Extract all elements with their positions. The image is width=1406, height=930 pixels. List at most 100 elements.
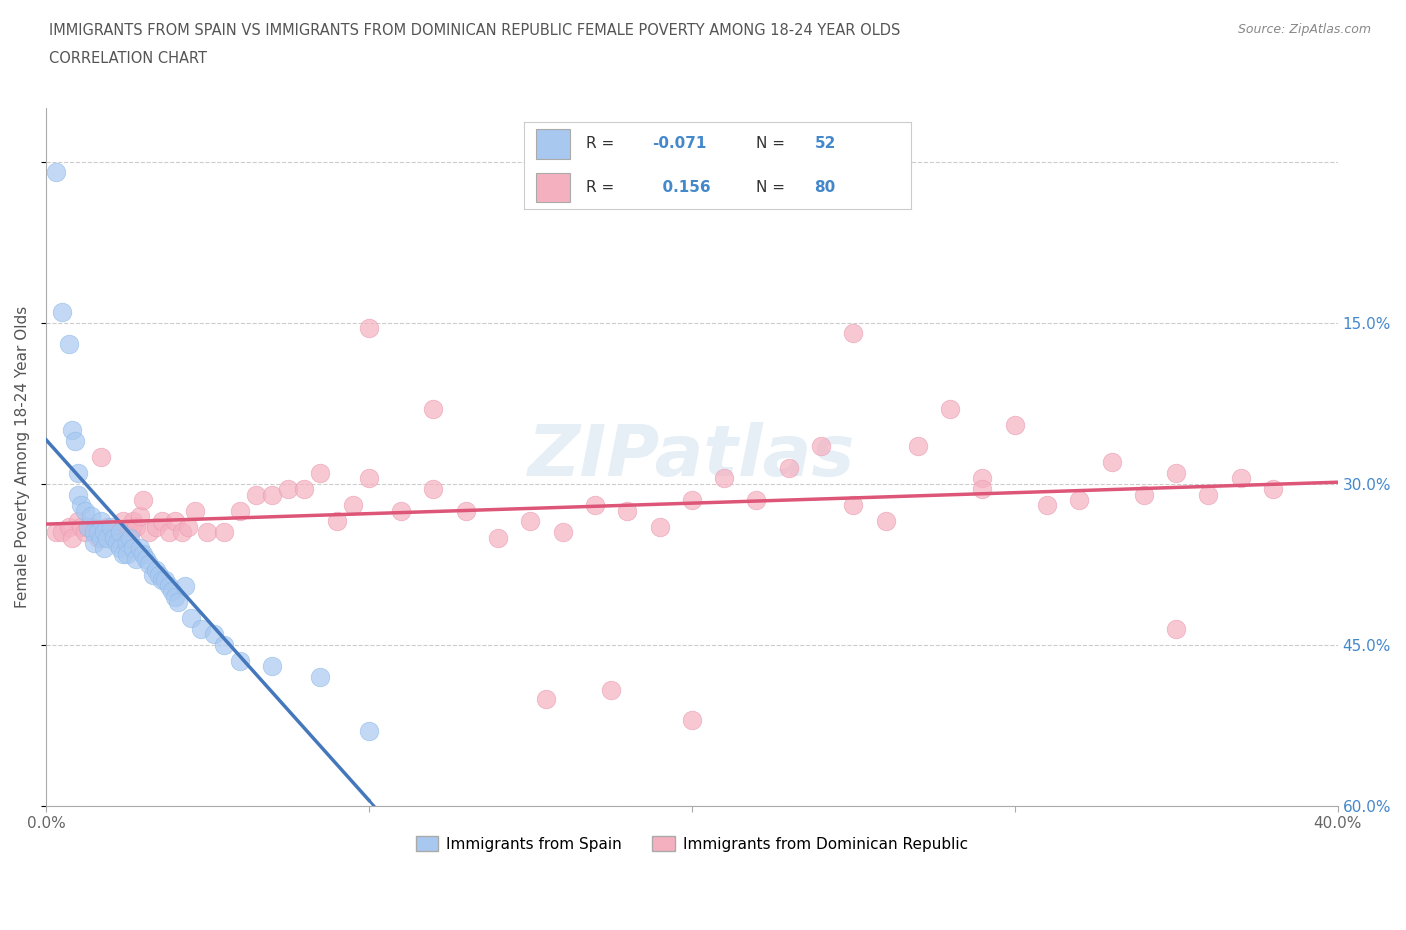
Y-axis label: Female Poverty Among 18-24 Year Olds: Female Poverty Among 18-24 Year Olds bbox=[15, 306, 30, 608]
Point bbox=[118, 530, 141, 545]
Point bbox=[45, 165, 67, 179]
Point bbox=[342, 498, 364, 512]
Point bbox=[100, 525, 122, 539]
Point bbox=[681, 493, 703, 508]
Point bbox=[778, 460, 800, 475]
Point bbox=[96, 519, 118, 534]
Point bbox=[83, 525, 105, 539]
Point bbox=[616, 503, 638, 518]
Point bbox=[118, 525, 141, 539]
Point bbox=[1261, 482, 1284, 497]
Point bbox=[1166, 621, 1188, 636]
Point bbox=[160, 584, 183, 599]
Point bbox=[1166, 466, 1188, 481]
Point bbox=[357, 321, 380, 336]
Point bbox=[389, 503, 412, 518]
Point bbox=[681, 712, 703, 727]
Point bbox=[86, 525, 108, 539]
Point bbox=[157, 525, 180, 539]
Point bbox=[93, 525, 115, 539]
Point bbox=[228, 654, 250, 669]
Point bbox=[1004, 418, 1026, 432]
Point bbox=[145, 563, 167, 578]
Point bbox=[197, 525, 219, 539]
Point bbox=[190, 621, 212, 636]
Point bbox=[128, 541, 150, 556]
Point bbox=[112, 514, 135, 529]
Point bbox=[277, 482, 299, 497]
Point bbox=[132, 546, 155, 561]
Point bbox=[167, 594, 190, 609]
Point bbox=[100, 519, 122, 534]
Point bbox=[83, 536, 105, 551]
Point bbox=[110, 525, 132, 539]
Point bbox=[1133, 487, 1156, 502]
Point bbox=[1229, 471, 1251, 485]
Point bbox=[292, 482, 315, 497]
Point bbox=[83, 525, 105, 539]
Point bbox=[810, 439, 832, 454]
Point bbox=[96, 530, 118, 545]
Point bbox=[115, 546, 138, 561]
Point bbox=[58, 337, 80, 352]
Point bbox=[73, 503, 96, 518]
Point bbox=[90, 514, 112, 529]
Point bbox=[70, 498, 93, 512]
Point bbox=[1036, 498, 1059, 512]
Point bbox=[80, 519, 103, 534]
Point bbox=[309, 466, 332, 481]
Point bbox=[51, 305, 73, 320]
Point bbox=[138, 557, 160, 572]
Point bbox=[170, 525, 193, 539]
Point bbox=[110, 541, 132, 556]
Point bbox=[422, 401, 444, 416]
Point bbox=[122, 514, 145, 529]
Point bbox=[454, 503, 477, 518]
Text: ZIPatlas: ZIPatlas bbox=[529, 422, 855, 491]
Text: Source: ZipAtlas.com: Source: ZipAtlas.com bbox=[1237, 23, 1371, 36]
Point bbox=[112, 546, 135, 561]
Point bbox=[93, 541, 115, 556]
Point bbox=[212, 637, 235, 652]
Point bbox=[260, 659, 283, 674]
Point bbox=[183, 503, 205, 518]
Point bbox=[86, 530, 108, 545]
Point bbox=[357, 471, 380, 485]
Point bbox=[90, 530, 112, 545]
Point bbox=[80, 509, 103, 524]
Point bbox=[245, 487, 267, 502]
Point bbox=[67, 487, 90, 502]
Point bbox=[745, 493, 768, 508]
Point bbox=[73, 525, 96, 539]
Point bbox=[1198, 487, 1220, 502]
Point bbox=[600, 683, 623, 698]
Point bbox=[228, 503, 250, 518]
Point bbox=[77, 519, 100, 534]
Point bbox=[583, 498, 606, 512]
Point bbox=[145, 519, 167, 534]
Point bbox=[63, 433, 86, 448]
Point bbox=[132, 493, 155, 508]
Text: CORRELATION CHART: CORRELATION CHART bbox=[49, 51, 207, 66]
Point bbox=[486, 530, 509, 545]
Point bbox=[939, 401, 962, 416]
Legend: Immigrants from Spain, Immigrants from Dominican Republic: Immigrants from Spain, Immigrants from D… bbox=[409, 830, 974, 857]
Point bbox=[180, 611, 202, 626]
Point bbox=[907, 439, 929, 454]
Point bbox=[67, 514, 90, 529]
Point bbox=[90, 449, 112, 464]
Point bbox=[110, 525, 132, 539]
Point bbox=[713, 471, 735, 485]
Point bbox=[60, 530, 83, 545]
Point bbox=[105, 536, 128, 551]
Point bbox=[60, 423, 83, 438]
Point bbox=[138, 525, 160, 539]
Point bbox=[128, 509, 150, 524]
Point bbox=[1069, 493, 1091, 508]
Point bbox=[165, 514, 187, 529]
Point bbox=[45, 525, 67, 539]
Point bbox=[875, 514, 897, 529]
Point bbox=[135, 551, 157, 566]
Point bbox=[115, 525, 138, 539]
Point bbox=[150, 573, 173, 588]
